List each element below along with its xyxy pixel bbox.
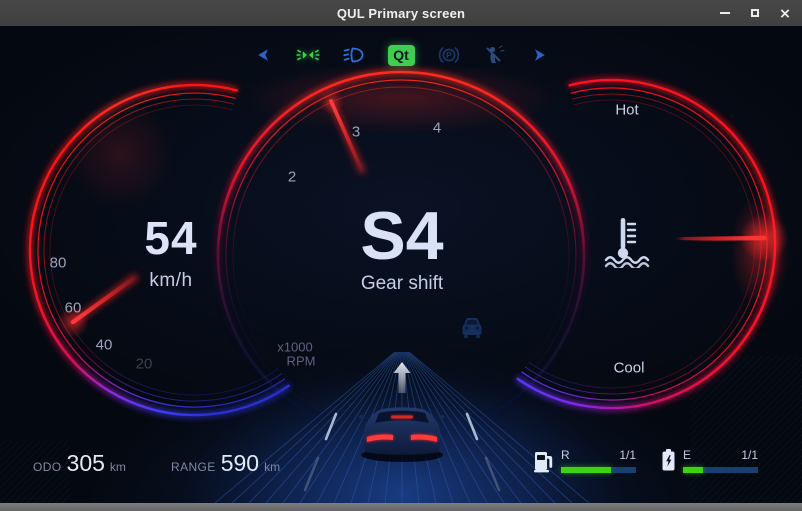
coolant-temp-icon [604,218,650,268]
speedometer-arcs [27,82,292,418]
battery-bar-fill [683,467,703,473]
speed-tick-40: 40 [95,336,113,354]
up-arrow-indicator [393,362,411,393]
window-controls [718,0,792,26]
fuel-pump-icon [534,452,553,473]
rpm-scale-multiplier: x1000 [277,339,313,355]
battery-bar-track [683,467,758,473]
car-rear-view [359,407,445,462]
fuel-gauge: R 1/1 [534,447,636,473]
battery-label: E [683,448,692,462]
close-icon [780,8,790,18]
speed-value: 54 [144,212,198,264]
battery-icon [662,449,675,471]
close-button[interactable] [778,4,792,22]
airbag-warning-icon [483,43,507,67]
maximize-button[interactable] [748,4,762,22]
odo-label: ODO [33,460,62,474]
maximize-icon [751,9,759,17]
right-arrow-icon [529,43,553,67]
fuel-bar-fill [561,467,611,473]
fuel-fraction: 1/1 [619,448,636,462]
rpm-tick-2: 2 [287,168,297,186]
left-arrow-icon [250,43,274,67]
battery-level: E 1/1 [683,448,758,473]
range-label: RANGE [171,460,216,474]
range-unit: km [264,460,281,474]
minimize-icon [720,12,730,14]
window-title: QUL Primary screen [336,5,466,21]
gear-value: S4 [360,198,444,274]
speed-needle [57,273,140,338]
cluster-graphics [0,62,802,503]
speed-tick-80: 80 [49,254,67,272]
battery-fraction: 1/1 [741,448,758,462]
rpm-tick-4: 4 [432,119,442,137]
rpm-scale-unit: RPM [286,353,316,369]
instrument-cluster: Qt P [0,26,802,503]
window-bottom-edge [0,503,802,511]
parking-brake-icon: P [437,43,461,67]
speed-tick-60: 60 [64,299,82,317]
fuel-bar-track [561,467,636,473]
hatch-texture [0,441,70,503]
range-value: 590 [220,450,260,476]
svg-text:P: P [446,50,452,60]
fuel-level: R 1/1 [561,448,636,473]
speed-unit: km/h [149,270,193,291]
temp-hot-label: Hot [615,101,639,119]
telltale-row: Qt P [0,43,802,67]
hazard-warning-icon [295,43,320,67]
car-ahead-icon [462,318,482,338]
odo-unit: km [109,460,126,474]
temperature-needle [677,214,788,262]
temp-cool-label: Cool [613,359,645,377]
odo-value: 305 [66,450,105,476]
odometer: ODO 305 km [33,450,126,477]
titlebar[interactable]: QUL Primary screen [0,0,802,26]
range: RANGE 590 km [171,450,280,477]
fuel-label: R [561,448,570,462]
rpm-tick-3: 3 [351,123,361,141]
gear-caption: Gear shift [360,273,444,294]
minimize-button[interactable] [718,4,732,22]
speed-tick-20: 20 [135,355,153,373]
low-beam-icon [342,43,366,67]
battery-gauge: E 1/1 [661,447,758,473]
rpm-needle [318,88,366,175]
taillights [367,434,437,442]
qt-logo-badge: Qt [387,44,415,66]
